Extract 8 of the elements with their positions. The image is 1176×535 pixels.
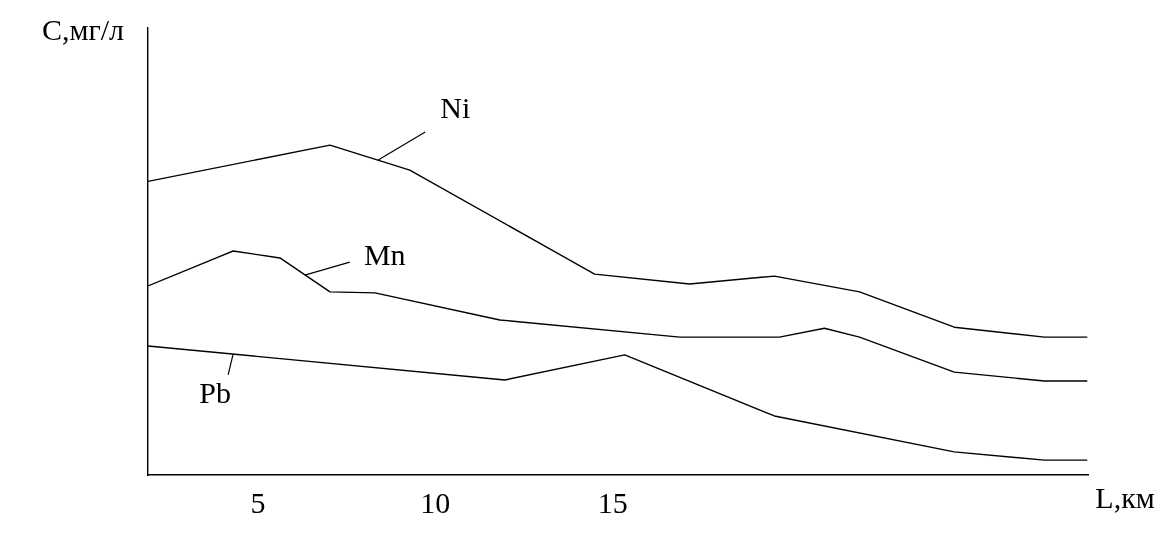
x-tick-label: 15 [597, 485, 628, 519]
annotation: Mn [363, 237, 406, 271]
x-tick-label: 10 [420, 485, 451, 519]
x-axis-title: L,км [1095, 480, 1155, 514]
x-tick-label: 5 [250, 485, 266, 519]
annotation: Ni [440, 90, 471, 124]
annotation: Pb [199, 375, 231, 409]
y-axis-title: C,мг/л [41, 12, 125, 46]
